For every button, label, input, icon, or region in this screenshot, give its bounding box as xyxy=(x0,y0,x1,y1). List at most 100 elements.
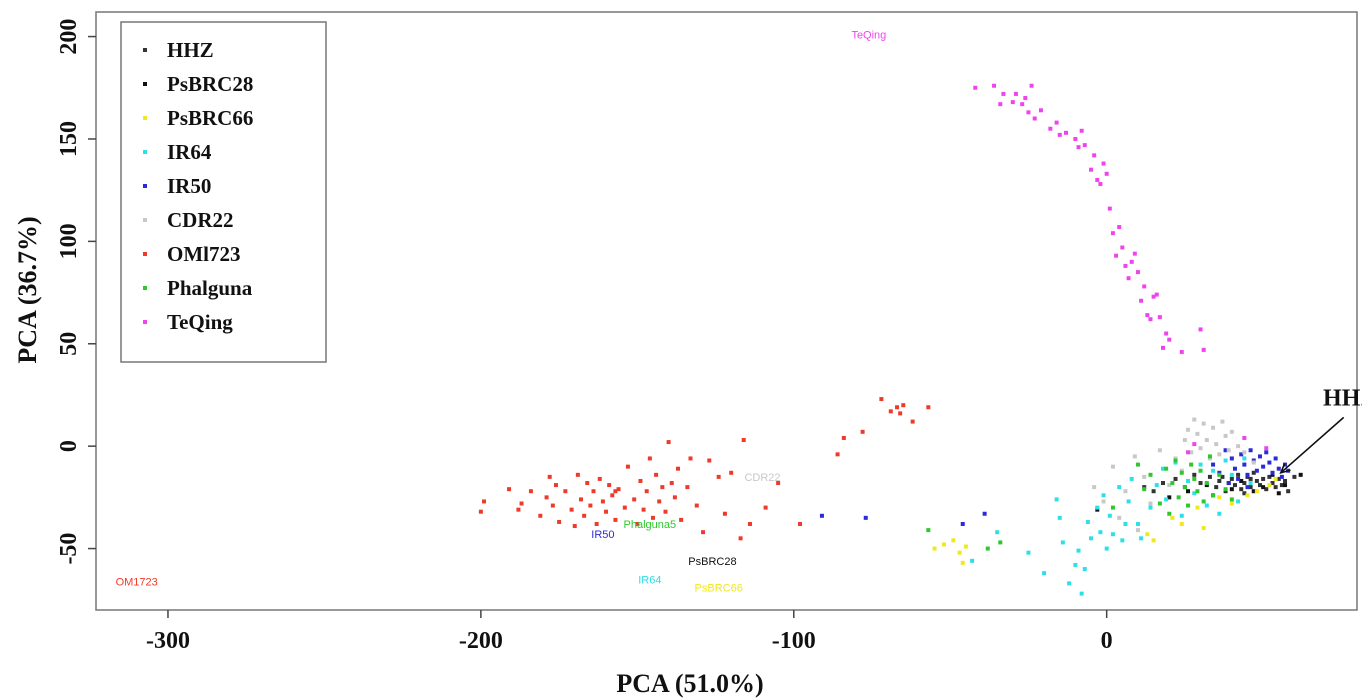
data-point xyxy=(594,521,599,526)
series-teqing xyxy=(973,83,1269,455)
data-point xyxy=(597,476,602,481)
data-point xyxy=(1179,470,1184,475)
data-point xyxy=(1101,493,1106,498)
data-point xyxy=(575,472,580,477)
data-point xyxy=(1151,538,1156,543)
data-point xyxy=(1242,456,1247,461)
data-point xyxy=(1186,489,1191,494)
data-point xyxy=(1010,100,1015,105)
data-point xyxy=(1173,460,1178,465)
annotation-label: Phalguna5 xyxy=(624,519,677,531)
data-point xyxy=(1129,476,1134,481)
data-point xyxy=(1054,120,1059,125)
data-point xyxy=(557,519,562,524)
legend-marker xyxy=(143,48,147,52)
data-point xyxy=(1242,491,1247,496)
data-point xyxy=(741,438,746,443)
data-point xyxy=(1226,481,1231,486)
data-point xyxy=(1026,550,1031,555)
data-point xyxy=(654,472,659,477)
data-point xyxy=(1217,511,1222,516)
y-axis-label: PCA (36.7%) xyxy=(13,216,42,363)
data-point xyxy=(1261,464,1266,469)
data-point xyxy=(1110,231,1115,236)
data-point xyxy=(1264,450,1269,455)
data-point xyxy=(1073,136,1078,141)
data-point xyxy=(1142,474,1147,479)
data-point xyxy=(1258,483,1262,488)
data-point xyxy=(707,458,712,463)
data-point xyxy=(1298,472,1303,477)
data-point xyxy=(1104,546,1109,551)
data-point xyxy=(998,540,1003,545)
legend-marker xyxy=(143,320,147,324)
data-point xyxy=(585,481,590,486)
data-point xyxy=(776,481,781,486)
data-point xyxy=(1239,478,1244,483)
data-point xyxy=(1117,225,1122,230)
data-point xyxy=(1223,433,1228,438)
data-point xyxy=(1204,438,1209,443)
data-point xyxy=(1123,489,1128,494)
data-point xyxy=(879,397,884,402)
data-point xyxy=(1207,474,1212,479)
annotation-label: HHZ xyxy=(1323,385,1362,411)
data-point xyxy=(1067,581,1072,586)
x-tick-label: -100 xyxy=(772,628,816,654)
data-point xyxy=(1273,485,1278,490)
data-point xyxy=(641,507,646,512)
data-point xyxy=(1013,91,1018,96)
data-point xyxy=(1254,478,1259,483)
annotation-label: IR64 xyxy=(638,574,661,586)
data-point xyxy=(1101,161,1106,166)
data-point xyxy=(1229,476,1234,481)
data-point xyxy=(1123,263,1128,268)
data-point xyxy=(579,497,583,502)
data-point xyxy=(888,409,893,414)
data-point xyxy=(1120,245,1125,250)
data-point xyxy=(569,507,574,512)
data-point xyxy=(1082,143,1087,148)
series-oml723 xyxy=(478,397,931,541)
data-point xyxy=(1114,253,1119,258)
data-point xyxy=(1107,206,1112,211)
data-point xyxy=(951,538,956,543)
data-point xyxy=(1286,489,1291,494)
legend-marker xyxy=(143,150,147,154)
data-point xyxy=(1123,521,1128,526)
data-point xyxy=(1267,483,1272,488)
data-point xyxy=(1236,476,1241,481)
data-point xyxy=(1170,481,1175,486)
data-point xyxy=(679,517,684,522)
legend-item-label: PsBRC28 xyxy=(167,72,253,96)
data-point xyxy=(901,403,906,408)
legend-marker xyxy=(143,184,147,188)
data-point xyxy=(1098,182,1103,187)
data-point xyxy=(1192,472,1197,477)
data-point xyxy=(1135,462,1140,467)
data-point xyxy=(722,511,727,516)
data-point xyxy=(1264,446,1269,451)
legend-marker xyxy=(143,286,147,290)
data-point xyxy=(1139,298,1144,303)
axis-ticks: -300 -200 -100 0 -50 0 50 100 150 200 xyxy=(56,19,1113,654)
data-point xyxy=(1079,128,1084,133)
data-point xyxy=(995,530,1000,535)
data-point xyxy=(1229,501,1234,506)
annotation-label: TeQing xyxy=(851,30,886,42)
data-point xyxy=(941,542,946,547)
data-point xyxy=(1048,126,1053,131)
data-point xyxy=(1182,485,1187,490)
data-point xyxy=(1217,495,1222,500)
data-point xyxy=(669,481,674,486)
data-point xyxy=(1245,474,1250,479)
data-point xyxy=(1217,452,1222,457)
data-point xyxy=(1154,292,1159,297)
data-point xyxy=(1239,487,1244,492)
data-point xyxy=(1267,474,1272,479)
data-point xyxy=(1273,456,1278,461)
data-point xyxy=(1217,470,1222,475)
data-point xyxy=(1245,485,1250,490)
data-point xyxy=(716,474,721,479)
data-point xyxy=(1270,472,1275,477)
